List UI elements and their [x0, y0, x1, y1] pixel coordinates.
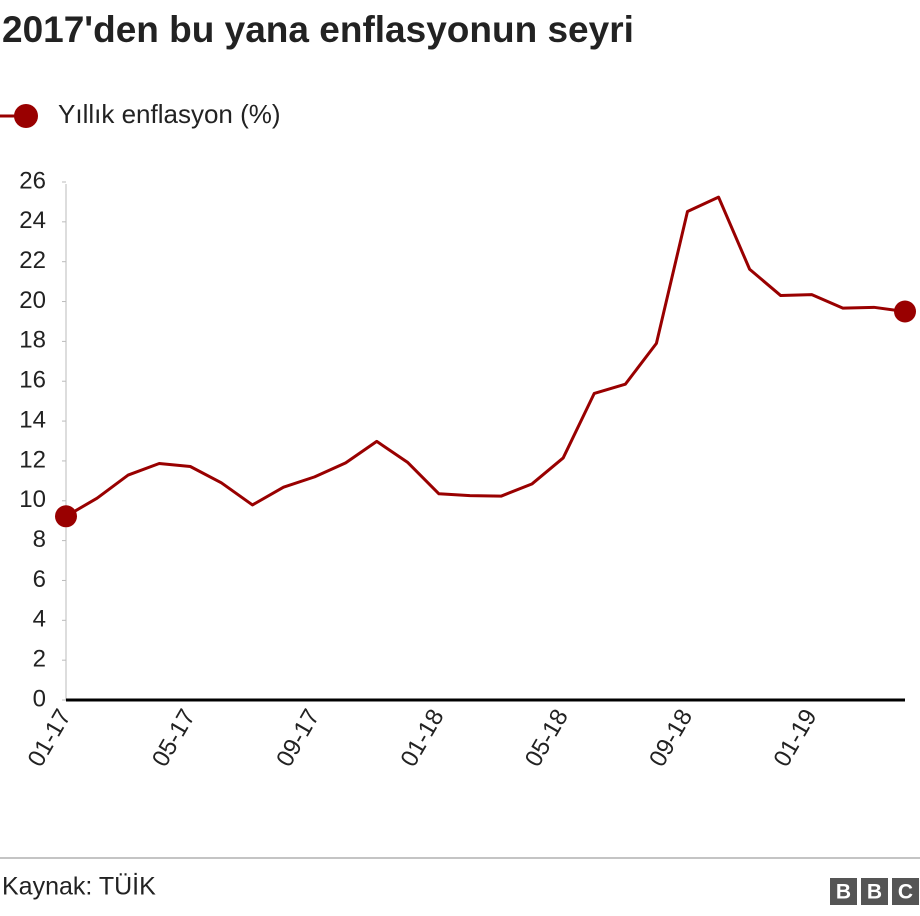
legend-marker: [14, 104, 38, 128]
x-tick-label: 01-17: [23, 705, 77, 772]
y-tick-label: 2: [33, 645, 46, 672]
y-tick-label: 24: [19, 207, 46, 234]
y-tick-label: 6: [33, 566, 46, 593]
y-tick-label: 16: [19, 367, 46, 394]
y-tick-label: 8: [33, 526, 46, 553]
x-tick-label: 09-18: [644, 705, 698, 772]
line: [65, 195, 906, 518]
x-tick-label: 05-17: [147, 705, 201, 772]
end-marker: [894, 300, 916, 323]
y-tick-label: 20: [19, 287, 46, 314]
y-tick-label: 22: [19, 247, 46, 274]
x-tick-label: 01-18: [396, 705, 450, 772]
y-tick-label: 4: [33, 606, 46, 633]
y-tick-label: 18: [19, 327, 46, 354]
chart-title: 2017'den bu yana enflasyonun seyri: [2, 9, 634, 50]
y-tick-label: 12: [19, 446, 46, 473]
logo-letter: B: [867, 881, 882, 904]
y-tick-label: 10: [19, 486, 46, 513]
logo-letter: B: [836, 881, 851, 904]
end-marker: [55, 505, 77, 528]
y-tick-label: 14: [19, 406, 46, 433]
logo-box: [892, 878, 919, 905]
logo-box: [861, 878, 888, 905]
logo-box: [830, 878, 857, 905]
logo-letter: C: [898, 881, 913, 904]
legend-label: Yıllık enflasyon (%): [58, 99, 281, 129]
x-tick-label: 01-19: [768, 705, 822, 772]
y-tick-label: 26: [19, 167, 46, 194]
y-tick-label: 0: [33, 685, 46, 712]
x-tick-label: 05-18: [520, 705, 574, 772]
source: Kaynak: TÜİK: [2, 872, 156, 901]
x-tick-label: 09-17: [271, 705, 325, 772]
